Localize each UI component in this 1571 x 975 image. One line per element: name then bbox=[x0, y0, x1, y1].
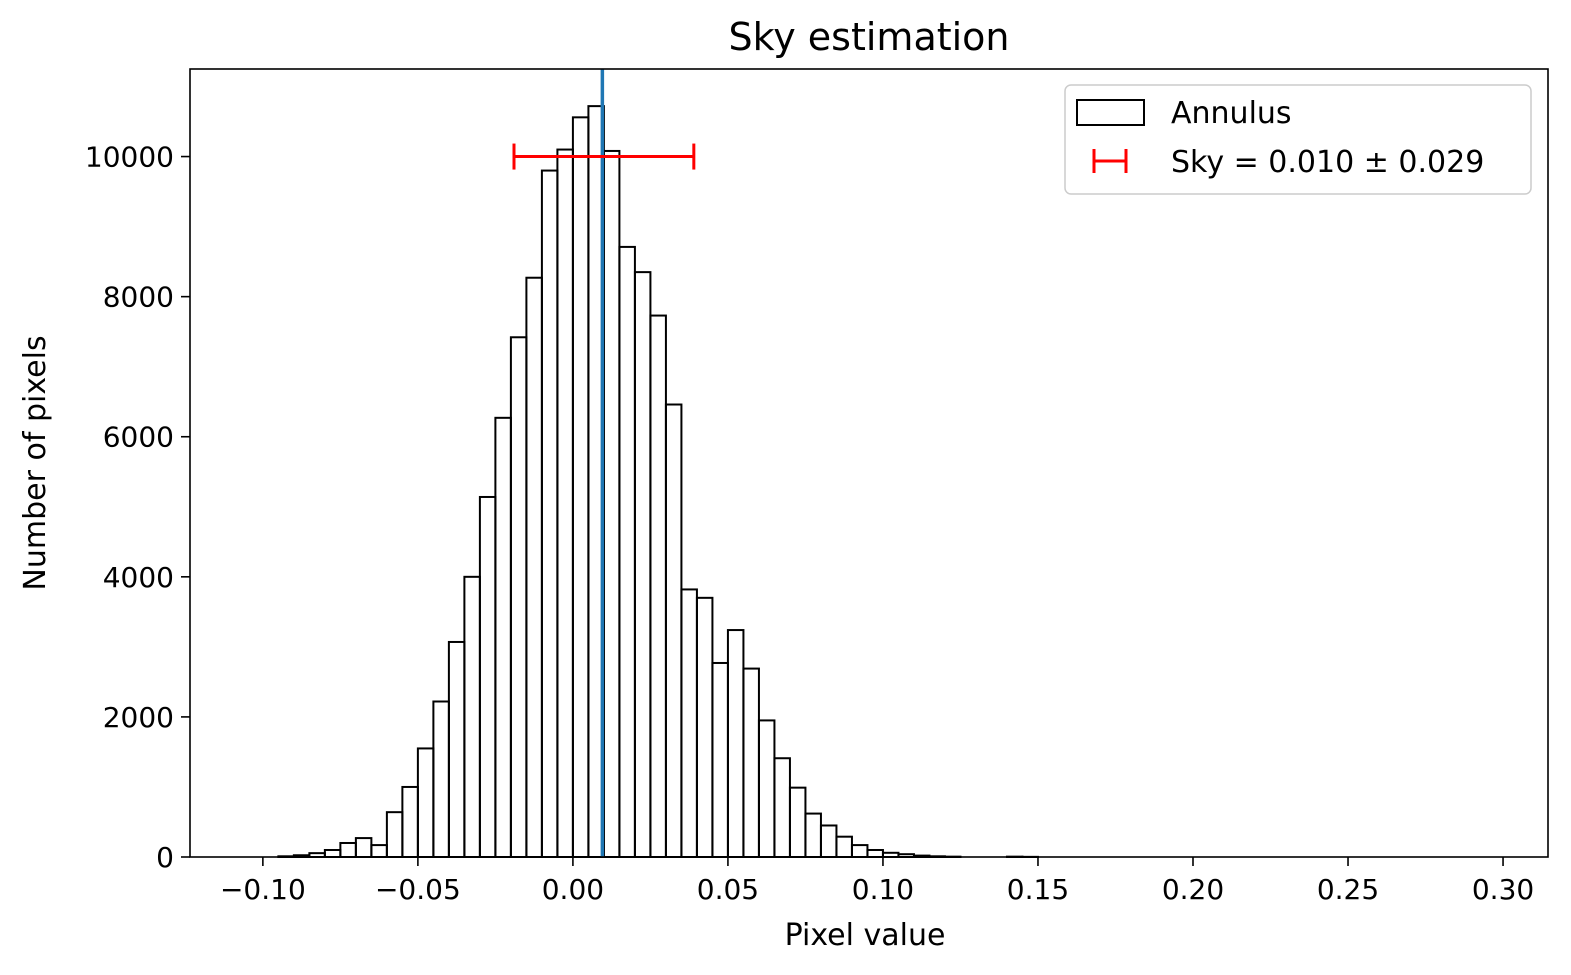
histogram-bar bbox=[447, 640, 466, 858]
histogram-bar bbox=[571, 116, 590, 858]
legend-annulus-label: Annulus bbox=[1171, 96, 1292, 131]
x-tick-label: 0.10 bbox=[852, 873, 914, 906]
x-tick-label: 0.20 bbox=[1162, 873, 1224, 906]
histogram-bar bbox=[618, 245, 636, 858]
histogram-bar bbox=[525, 276, 543, 859]
x-tick-label: 0.25 bbox=[1317, 873, 1379, 906]
x-tick-label: −0.05 bbox=[375, 873, 461, 906]
histogram-bar bbox=[602, 149, 621, 858]
histogram-bar bbox=[788, 786, 807, 859]
histogram-bar bbox=[339, 841, 357, 858]
legend-box bbox=[1064, 84, 1532, 195]
axes-frame bbox=[189, 68, 1549, 858]
x-tick-label: −0.10 bbox=[220, 873, 306, 906]
histogram-bar bbox=[819, 824, 838, 858]
axis-ticks: −0.10 −0.05 0.00 0.05 0.10 0.15 0.20 0.25 0.30 0 2… bbox=[85, 141, 1534, 906]
histogram-bar bbox=[633, 271, 652, 858]
legend-sky-errorbar-icon bbox=[1092, 149, 1128, 173]
histogram-bar bbox=[850, 844, 869, 859]
legend: Annulus Sky = 0.010 ± 0.029 bbox=[1064, 84, 1532, 195]
y-tick-label: 4000 bbox=[103, 561, 174, 594]
histogram-bar bbox=[432, 700, 450, 859]
histogram-bar bbox=[494, 416, 512, 858]
histogram-bar bbox=[370, 844, 388, 859]
histogram-bar bbox=[726, 629, 745, 859]
x-axis-label: Pixel value bbox=[785, 918, 946, 953]
histogram-bar bbox=[401, 785, 419, 859]
histogram-bar bbox=[664, 403, 683, 858]
histogram-bar bbox=[556, 148, 574, 859]
plot-area bbox=[277, 69, 1039, 859]
histogram-bar bbox=[757, 719, 776, 858]
y-tick-label: 10000 bbox=[85, 141, 174, 174]
legend-annulus-swatch bbox=[1076, 99, 1145, 126]
legend-sky-label: Sky = 0.010 ± 0.029 bbox=[1171, 145, 1484, 180]
histogram-bar bbox=[463, 575, 481, 858]
x-tick-label: 0.15 bbox=[1007, 873, 1069, 906]
histogram-bar bbox=[649, 314, 667, 858]
chart-title: Sky estimation bbox=[728, 15, 1009, 59]
histogram-bar bbox=[835, 835, 853, 859]
histogram-bar bbox=[866, 848, 884, 858]
histogram-bar bbox=[354, 837, 373, 859]
histogram-bar bbox=[509, 336, 528, 859]
y-tick-label: 6000 bbox=[103, 421, 174, 454]
histogram-bar bbox=[323, 848, 342, 858]
histogram-bar bbox=[540, 169, 559, 858]
x-tick-label: 0.05 bbox=[697, 873, 759, 906]
y-tick-label: 2000 bbox=[103, 701, 174, 734]
histogram-bar bbox=[773, 757, 791, 858]
y-tick-label: 0 bbox=[156, 841, 174, 874]
x-tick-label: 0.30 bbox=[1472, 873, 1534, 906]
histogram-bar bbox=[804, 812, 822, 859]
y-tick-label: 8000 bbox=[103, 281, 174, 314]
histogram-bar bbox=[385, 811, 404, 859]
x-tick-label: 0.00 bbox=[542, 873, 604, 906]
histogram-bar bbox=[695, 596, 714, 859]
histogram-bar bbox=[742, 667, 760, 858]
histogram-bar bbox=[711, 661, 729, 858]
histogram-bar bbox=[478, 495, 497, 858]
histogram-bar bbox=[680, 588, 698, 858]
histogram-bar bbox=[416, 747, 435, 858]
y-axis-label: Number of pixels bbox=[18, 335, 53, 590]
